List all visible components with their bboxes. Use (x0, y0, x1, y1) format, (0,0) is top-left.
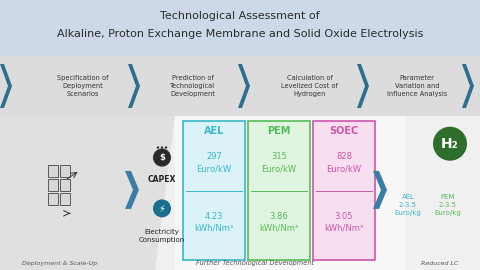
Text: Calculation of
Levelized Cost of
Hydrogen: Calculation of Levelized Cost of Hydroge… (281, 75, 338, 97)
Bar (60, 179, 70, 191)
Text: 3.86
kWh/Nm³: 3.86 kWh/Nm³ (259, 212, 299, 233)
Text: Specification of
Deployment
Scenarios: Specification of Deployment Scenarios (57, 75, 109, 97)
Polygon shape (0, 64, 12, 108)
Text: 297
Euro/kW: 297 Euro/kW (196, 152, 231, 173)
Text: $: $ (159, 153, 165, 162)
Text: Deployment & Scale-Up: Deployment & Scale-Up (23, 261, 97, 266)
Text: Further Technological Development: Further Technological Development (196, 260, 314, 266)
Text: Electricity
Consumption: Electricity Consumption (139, 230, 185, 243)
Circle shape (153, 200, 171, 217)
Text: 315
Euro/kW: 315 Euro/kW (262, 152, 297, 173)
Bar (0, 56, 480, 116)
Bar (60, 193, 70, 205)
Text: 828
Euro/kW: 828 Euro/kW (326, 152, 361, 173)
Text: PEM
2-3.5
Euro/kg: PEM 2-3.5 Euro/kg (434, 194, 461, 216)
Text: CAPEX: CAPEX (148, 175, 176, 184)
Text: H₂: H₂ (441, 137, 459, 151)
Circle shape (153, 148, 171, 167)
Text: Alkaline, Proton Exchange Membrane and Solid Oxide Electrolysis: Alkaline, Proton Exchange Membrane and S… (57, 29, 423, 39)
Bar (48, 193, 58, 205)
Bar (48, 165, 58, 177)
Text: SOEC: SOEC (329, 126, 359, 136)
Polygon shape (462, 64, 474, 108)
Bar (48, 179, 58, 191)
Circle shape (433, 127, 467, 161)
Polygon shape (0, 116, 175, 270)
Text: Prediction of
Technological
Development: Prediction of Technological Development (170, 75, 216, 97)
Text: Technological Assessment of: Technological Assessment of (160, 11, 320, 21)
Polygon shape (373, 171, 387, 209)
Text: Parameter
Variation and
Influence Analysis: Parameter Variation and Influence Analys… (387, 75, 447, 97)
Circle shape (165, 146, 167, 149)
Text: 3.05
kWh/Nm³: 3.05 kWh/Nm³ (324, 212, 364, 233)
Polygon shape (128, 64, 140, 108)
Text: ⚡: ⚡ (158, 203, 166, 213)
Bar (175, 116, 405, 270)
Bar (60, 165, 70, 177)
Text: Reduced LC: Reduced LC (421, 261, 459, 266)
Text: AEL
2-3.5
Euro/kg: AEL 2-3.5 Euro/kg (395, 194, 421, 216)
Polygon shape (238, 64, 250, 108)
Circle shape (157, 146, 159, 149)
FancyBboxPatch shape (248, 121, 310, 260)
Bar (0, 116, 480, 270)
Text: PEM: PEM (267, 126, 291, 136)
FancyBboxPatch shape (183, 121, 245, 260)
Circle shape (161, 146, 163, 149)
Polygon shape (357, 64, 369, 108)
Bar (0, 0, 480, 56)
Text: AEL: AEL (204, 126, 224, 136)
FancyBboxPatch shape (313, 121, 375, 260)
Polygon shape (125, 171, 139, 209)
Text: 4.23
kWh/Nm³: 4.23 kWh/Nm³ (194, 212, 234, 233)
